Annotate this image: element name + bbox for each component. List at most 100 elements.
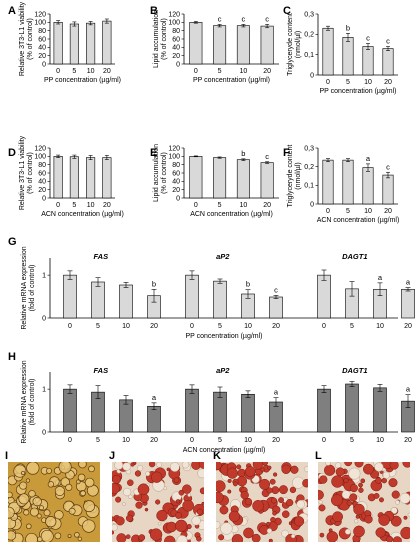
stained-droplet (278, 497, 284, 503)
significance-label: c (218, 14, 222, 23)
micrograph-i: I (5, 450, 100, 542)
stained-droplet (407, 512, 410, 517)
stained-droplet (149, 528, 163, 541)
x-tick-label: 20 (150, 323, 158, 330)
stained-droplet (344, 528, 351, 535)
y-tick-label: 100 (34, 20, 46, 27)
lipid-droplet (28, 490, 36, 498)
gene-group-label: FAS (94, 366, 109, 375)
stained-droplet (324, 464, 336, 476)
bar (53, 156, 63, 199)
x-tick-label: 0 (326, 79, 330, 86)
micrograph-content (8, 462, 100, 542)
x-tick-label: 5 (346, 79, 350, 86)
stained-droplet (155, 499, 161, 505)
significance-label: a (274, 388, 279, 397)
stained-droplet (318, 490, 324, 500)
stained-droplet (386, 535, 394, 542)
lipid-droplet (77, 473, 86, 482)
y-tick-label: 100 (34, 154, 46, 161)
stained-droplet (196, 536, 202, 542)
stained-droplet (328, 528, 333, 533)
chart-panel-g: G 0 1 Relative mRNA expression(fold of cont… (8, 236, 415, 340)
x-tick-label: 0 (68, 323, 72, 330)
y-tick-label: 60 (172, 170, 180, 177)
y-axis-label: Lipid accumulation(% of control) (153, 10, 168, 68)
stained-droplet (198, 462, 204, 469)
lipid-droplet (46, 467, 53, 474)
panel-label: A (8, 5, 16, 17)
stained-droplet (244, 497, 253, 506)
stained-droplet (191, 516, 201, 526)
x-tick-label: 5 (218, 68, 222, 75)
stained-droplet (354, 462, 364, 468)
x-tick-label: 20 (272, 323, 280, 330)
lipid-droplet (36, 513, 42, 519)
y-tick-label: 0 (42, 195, 46, 202)
stained-droplet (395, 500, 400, 505)
y-tick-label: 80 (172, 28, 180, 35)
stained-droplet (112, 524, 118, 531)
panel-label: F (283, 147, 290, 159)
stained-droplet (403, 515, 408, 520)
stained-droplet (251, 533, 261, 542)
stained-droplet (291, 533, 296, 539)
stained-droplet (266, 528, 273, 534)
y-tick-label: 0,3 (304, 145, 314, 152)
stained-droplet (125, 534, 131, 540)
stained-droplet (378, 497, 384, 503)
stained-droplet (128, 494, 133, 499)
gene-group-label: FAS (94, 252, 109, 261)
bar (342, 37, 354, 76)
bar (86, 157, 96, 199)
x-tick-label: 5 (218, 437, 222, 444)
stained-droplet (169, 462, 180, 472)
stained-droplet (332, 511, 343, 523)
stained-droplet (289, 486, 297, 494)
stained-droplet (199, 487, 204, 495)
bar (102, 20, 112, 65)
bar (241, 393, 255, 433)
gene-group-label: DAGT1 (342, 252, 367, 261)
y-axis-label-line: (% of control) (27, 152, 34, 194)
stained-droplet (219, 505, 229, 515)
y-axis-label: Relative 3T3-L1 viability(% of control) (19, 135, 34, 210)
stained-droplet (267, 465, 272, 470)
y-tick-label: 40 (38, 179, 46, 186)
stained-droplet (201, 501, 204, 506)
stained-droplet (270, 497, 277, 504)
x-axis-label: PP concentration (µg/ml) (185, 333, 262, 340)
bar (91, 281, 105, 319)
micrograph-l: L (315, 450, 410, 542)
x-tick-label: 10 (122, 323, 130, 330)
stained-droplet (135, 501, 143, 509)
bar (260, 162, 274, 199)
lipid-droplet (68, 507, 76, 515)
lipid-droplet (21, 470, 26, 475)
stained-droplet (374, 462, 384, 472)
stained-droplet (216, 491, 224, 504)
stained-droplet (218, 534, 225, 541)
x-tick-label: 0 (56, 202, 60, 209)
bar (69, 23, 79, 65)
y-tick-label: 0 (42, 429, 46, 436)
bar (342, 159, 354, 205)
bar (236, 159, 250, 199)
y-tick-label: 60 (38, 36, 46, 43)
bar (322, 27, 334, 76)
stained-droplet (319, 475, 328, 484)
stained-droplet (166, 467, 171, 472)
bar (147, 405, 161, 433)
bar (53, 22, 63, 65)
stained-droplet (399, 492, 410, 504)
stained-droplet (181, 462, 190, 469)
stained-droplet (236, 464, 242, 470)
stained-droplet (302, 479, 308, 488)
x-tick-label: 20 (263, 68, 271, 75)
x-tick-label: 5 (350, 437, 354, 444)
y-axis-label-line: Lipid accumulation (153, 144, 160, 202)
lipid-droplet (25, 532, 38, 542)
stained-droplet (290, 465, 299, 474)
y-axis-label-line: Triglyceryde content (287, 13, 294, 76)
